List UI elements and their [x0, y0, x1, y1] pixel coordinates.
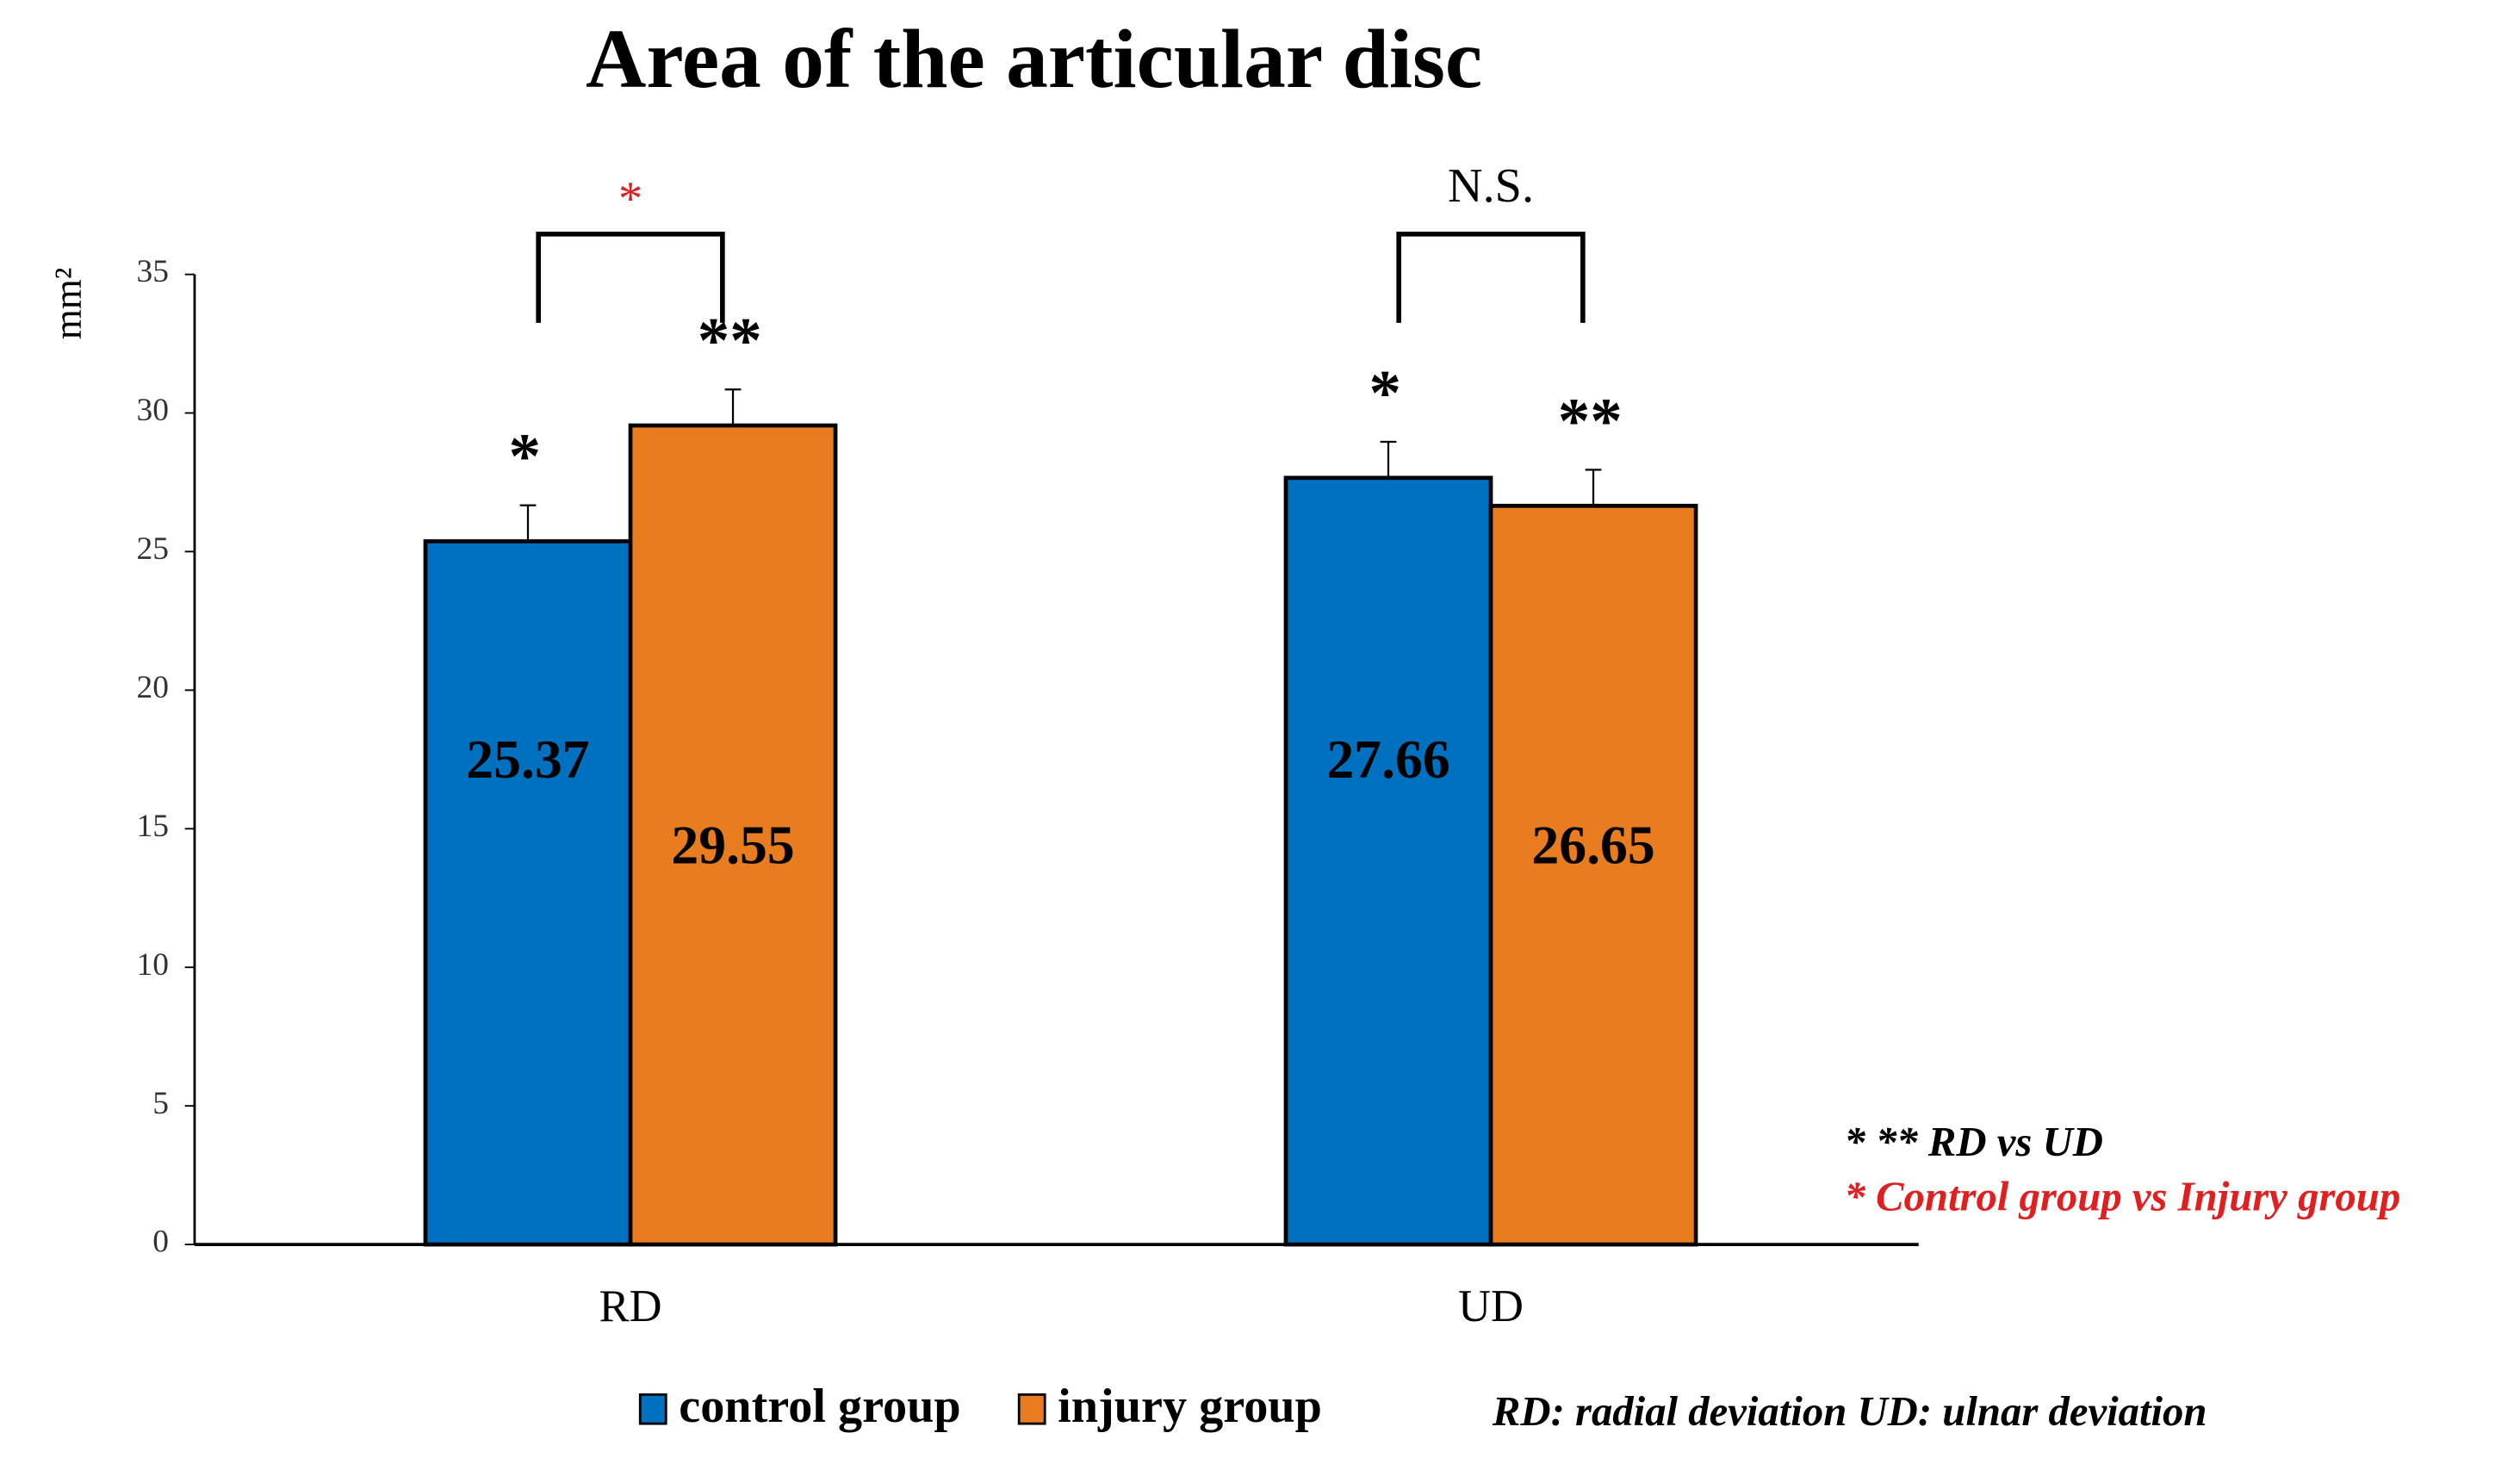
y-tick-label: 30: [136, 393, 168, 428]
footnote: RD: radial deviation UD: ulnar deviation: [1492, 1388, 2207, 1435]
error-bar: [1380, 440, 1397, 478]
comparison-bracket: [536, 231, 725, 323]
significance-marker: **: [698, 306, 762, 377]
y-tick-label: 5: [152, 1086, 169, 1121]
bar: [1488, 504, 1698, 1247]
error-bar: [519, 504, 537, 542]
y-tick-label: 25: [136, 531, 168, 567]
legend-swatch: [638, 1393, 667, 1425]
value-label: 25.37: [466, 729, 589, 790]
note: * Control group vs Injury group: [1845, 1174, 2401, 1220]
y-tick-label: 20: [136, 670, 168, 705]
y-axis-label: mm²: [47, 268, 90, 339]
significance-marker: *: [1369, 357, 1401, 429]
comparison-label: N.S.: [1448, 159, 1534, 213]
comparison-bracket: [1396, 231, 1586, 323]
value-label: 26.65: [1531, 815, 1654, 876]
value-label: 29.55: [671, 815, 794, 876]
note: * ** RD vs UD: [1845, 1119, 2103, 1165]
legend-label: injury group: [1058, 1380, 1322, 1433]
x-tick-label: RD: [599, 1281, 662, 1331]
legend-label: control group: [679, 1380, 960, 1433]
significance-marker: **: [1558, 386, 1623, 457]
value-label: 27.66: [1326, 729, 1449, 790]
y-tick-label: 0: [152, 1225, 169, 1260]
y-tick-label: 15: [136, 809, 168, 844]
bar: [1283, 475, 1493, 1247]
y-tick-label: 35: [136, 254, 168, 289]
bar: [423, 539, 633, 1247]
comparison-label: *: [618, 172, 642, 226]
y-tick-label: 10: [136, 947, 168, 983]
error-bar: [724, 388, 742, 426]
legend-swatch: [1017, 1393, 1046, 1425]
significance-marker: *: [509, 421, 541, 493]
error-bar: [1585, 468, 1602, 506]
x-tick-label: UD: [1458, 1281, 1524, 1331]
chart-title: Area of the articular disc: [586, 13, 1482, 106]
